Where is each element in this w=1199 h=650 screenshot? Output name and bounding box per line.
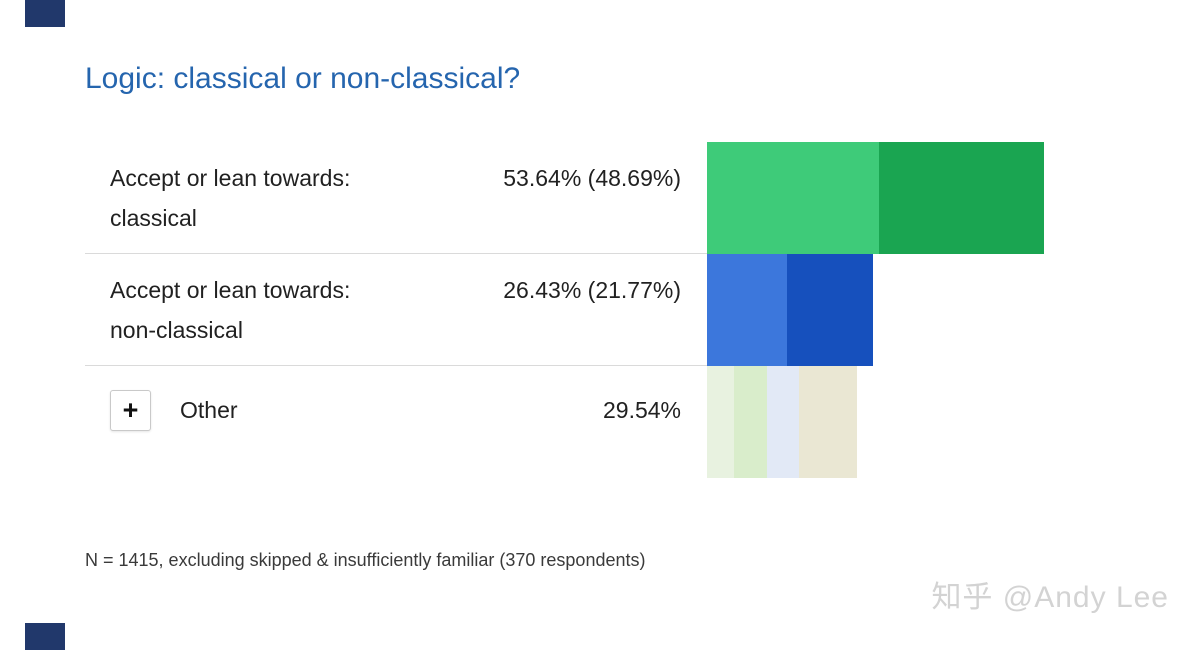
watermark: 知乎 @Andy Lee	[931, 581, 1169, 614]
expand-other-button[interactable]: +	[110, 389, 151, 431]
bar-classical	[707, 142, 1198, 254]
page-title: Logic: classical or non-classical?	[85, 62, 521, 95]
bar-non-classical	[707, 254, 1198, 366]
table-row-other: + Other 29.54%	[85, 366, 1199, 478]
bar-other	[707, 366, 1198, 478]
row-value-classical: 53.64% (48.69%)	[450, 142, 707, 254]
bar-segment-other-c	[767, 366, 800, 478]
bar-segment-lean-towards-classical	[707, 142, 880, 254]
row-label-classical: Accept or lean towards: classical	[85, 142, 450, 254]
plus-icon: +	[122, 394, 139, 425]
bar-segment-other-d	[799, 366, 858, 478]
survey-table: Accept or lean towards: classical 53.64%…	[85, 142, 1199, 478]
bar-segment-accept-classical	[879, 142, 1045, 254]
row-label-line1: Accept or lean towards:	[110, 276, 351, 303]
row-label-other: + Other	[85, 368, 450, 452]
row-label-line2: classical	[110, 204, 197, 231]
row-value-other: 29.54%	[602, 397, 681, 423]
row-value-non-classical: 26.43% (21.77%)	[450, 254, 707, 366]
survey-panel: Logic: classical or non-classical? Accep…	[85, 58, 1199, 571]
bar-segment-accept-non-classical	[786, 254, 874, 366]
row-label-line2: non-classical	[110, 316, 243, 343]
footnote: N = 1415, excluding skipped & insufficie…	[85, 550, 646, 570]
bar-segment-other-b	[734, 366, 768, 478]
row-label-non-classical: Accept or lean towards: non-classical	[85, 254, 450, 366]
page-edge-decoration-top	[25, 0, 65, 27]
table-row-non-classical: Accept or lean towards: non-classical 26…	[85, 254, 1199, 366]
page-edge-decoration-bottom	[25, 623, 65, 650]
bar-segment-lean-towards-non-classical	[707, 254, 787, 366]
row-label-line1: Accept or lean towards:	[110, 164, 351, 191]
bar-segment-other-a	[707, 366, 735, 478]
other-label: Other	[180, 397, 238, 423]
table-row-classical: Accept or lean towards: classical 53.64%…	[85, 142, 1199, 254]
